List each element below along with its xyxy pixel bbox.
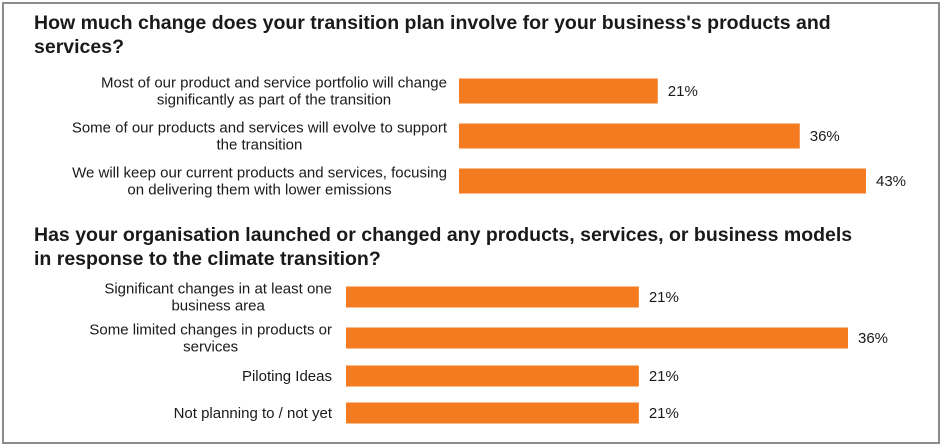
chart-2-category-label: Some limited changes in products or — [89, 322, 332, 339]
chart-2-value-label: 21% — [649, 289, 679, 306]
chart-2-category-label: Piloting Ideas — [242, 368, 332, 385]
chart-1-value-label: 43% — [876, 173, 906, 190]
chart-2-bar — [346, 286, 639, 308]
chart-1-bar — [459, 78, 658, 104]
chart-2-bar — [346, 402, 639, 424]
chart-2-bar — [346, 365, 639, 387]
chart-1-bar — [459, 123, 800, 149]
chart-2-title-line: in response to the climate transition? — [34, 248, 381, 270]
chart-1-bar — [459, 168, 866, 194]
chart-1-value-label: 36% — [810, 128, 840, 145]
chart-1-category-label: We will keep our current products and se… — [72, 165, 447, 182]
chart-2-category-label: Significant changes in at least one — [104, 281, 332, 298]
chart-1-value-label: 21% — [668, 83, 698, 100]
chart-2-category-label: business area — [171, 298, 265, 315]
chart-2-category-label: Not planning to / not yet — [174, 405, 333, 422]
chart-1-category-label: the transition — [216, 137, 302, 154]
chart-2-value-label: 21% — [649, 368, 679, 385]
chart-1-category-label: Most of our product and service portfoli… — [101, 75, 447, 92]
chart-1-category-label: Some of our products and services will e… — [72, 120, 448, 137]
chart-2-value-label: 36% — [858, 330, 888, 347]
chart-2-value-label: 21% — [649, 405, 679, 422]
chart-1-title-line: services? — [34, 36, 124, 58]
chart-2-title-line: Has your organisation launched or change… — [34, 224, 852, 246]
chart-2-bar — [346, 327, 848, 349]
chart-1-category-label: significantly as part of the transition — [157, 92, 391, 109]
chart-2-category-label: services — [183, 339, 238, 356]
chart-1-title-line: How much change does your transition pla… — [34, 12, 831, 34]
chart-1-category-label: on delivering them with lower emissions — [127, 182, 391, 199]
